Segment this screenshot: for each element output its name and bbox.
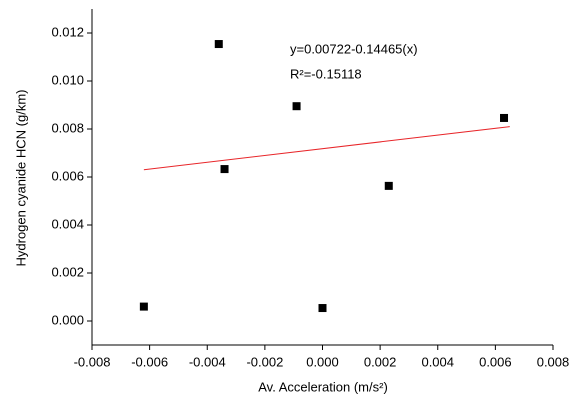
- x-tick-label: -0.006: [131, 354, 168, 369]
- x-tick-label: 0.002: [364, 354, 397, 369]
- y-tick-label: 0.002: [51, 264, 84, 279]
- y-tick-label: 0.004: [51, 216, 84, 231]
- equation: y=0.00722-0.14465(x): [290, 41, 418, 56]
- y-tick-label: 0.008: [51, 120, 84, 135]
- y-tick-label: 0.006: [51, 168, 84, 183]
- x-tick-label: -0.008: [74, 354, 111, 369]
- x-tick-label: -0.002: [246, 354, 283, 369]
- x-tick-label: -0.004: [189, 354, 226, 369]
- trend-line: [143, 126, 510, 171]
- r-squared: R²=-0.15118: [290, 66, 362, 81]
- x-axis-label: Av. Acceleration (m/s²): [258, 379, 388, 394]
- x-tick-label: 0.000: [306, 354, 339, 369]
- point: [214, 40, 223, 49]
- point: [139, 302, 148, 311]
- x-tick-label: 0.008: [537, 354, 570, 369]
- point: [318, 304, 327, 313]
- y-axis-label: Hydrogen cyanide HCN (g/km): [13, 89, 28, 266]
- y-tick-label: 0.010: [51, 72, 84, 87]
- point: [384, 181, 393, 190]
- x-tick-label: 0.004: [421, 354, 454, 369]
- x-tick-label: 0.006: [479, 354, 512, 369]
- point: [220, 165, 229, 174]
- y-tick-label: 0.012: [51, 24, 84, 39]
- y-tick-label: 0.000: [51, 312, 84, 327]
- point: [292, 102, 301, 111]
- point: [500, 113, 509, 122]
